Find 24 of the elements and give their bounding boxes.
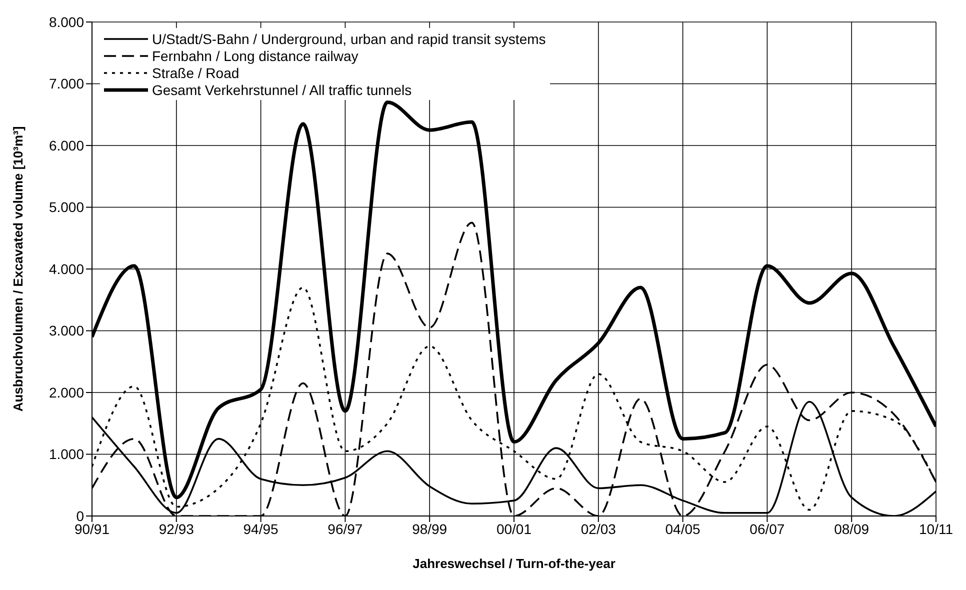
legend-label: Fernbahn / Long distance railway bbox=[152, 48, 358, 64]
y-tick-label: 7.000 bbox=[48, 76, 84, 92]
y-tick-label: 6.000 bbox=[48, 137, 84, 154]
x-tick-label: 06/07 bbox=[750, 520, 785, 537]
x-tick-label: 08/09 bbox=[834, 520, 870, 537]
legend-label: Gesamt Verkehrstunnel / All traffic tunnels bbox=[152, 82, 412, 98]
y-tick-label: 3.000 bbox=[48, 322, 84, 339]
x-tick-label: 02/03 bbox=[580, 520, 616, 537]
x-tick-label: 98/99 bbox=[412, 520, 448, 537]
x-tick-label: 92/93 bbox=[158, 520, 194, 537]
legend-label: Straße / Road bbox=[152, 64, 240, 80]
x-tick-label: 10/11 bbox=[919, 520, 954, 537]
y-axis-title: Ausbruchvolumen / Excavated volume [10³m³] bbox=[10, 126, 26, 412]
x-tick-label: 04/05 bbox=[665, 520, 701, 537]
y-tick-label: 8.000 bbox=[48, 14, 84, 30]
y-tick-label: 4.000 bbox=[48, 260, 84, 277]
legend-label: U/Stadt/S-Bahn / Underground, urban and rapid transit systems bbox=[152, 30, 546, 46]
y-tick-label: 5.000 bbox=[48, 199, 84, 216]
x-axis-title: Jahreswechsel / Turn-of-the-year bbox=[412, 556, 616, 571]
x-tick-label: 00/01 bbox=[496, 520, 532, 537]
x-tick-label: 96/97 bbox=[328, 520, 363, 537]
y-tick-label: 1.000 bbox=[48, 446, 84, 462]
y-tick-label: 2.000 bbox=[48, 384, 84, 400]
x-tick-label: 94/95 bbox=[243, 520, 279, 537]
